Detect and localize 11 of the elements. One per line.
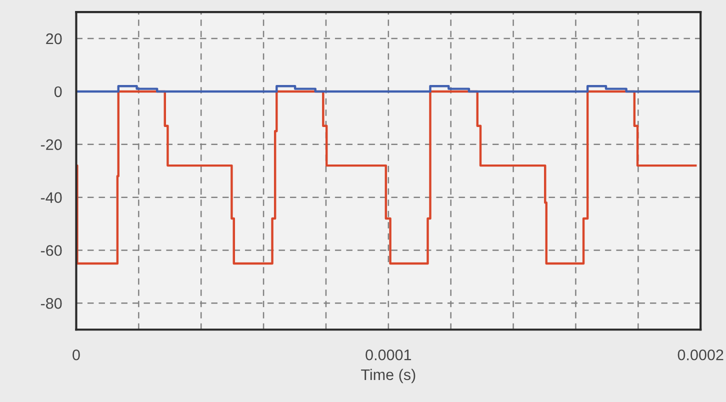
y-tick-label: 0	[54, 86, 62, 98]
x-tick-label: 0.0002	[678, 349, 724, 360]
y-tick-label: -20	[40, 139, 62, 150]
y-tick-label: -40	[40, 192, 62, 203]
x-axis-title: Time (s)	[361, 368, 416, 384]
y-tick-label: -60	[40, 245, 62, 256]
line-series	[76, 90, 697, 265]
x-tick-label: 0	[72, 349, 80, 360]
x-tick-label: 0.0001	[366, 349, 412, 360]
y-tick-label: -80	[40, 298, 62, 309]
y-tick-label: 20	[46, 33, 62, 44]
